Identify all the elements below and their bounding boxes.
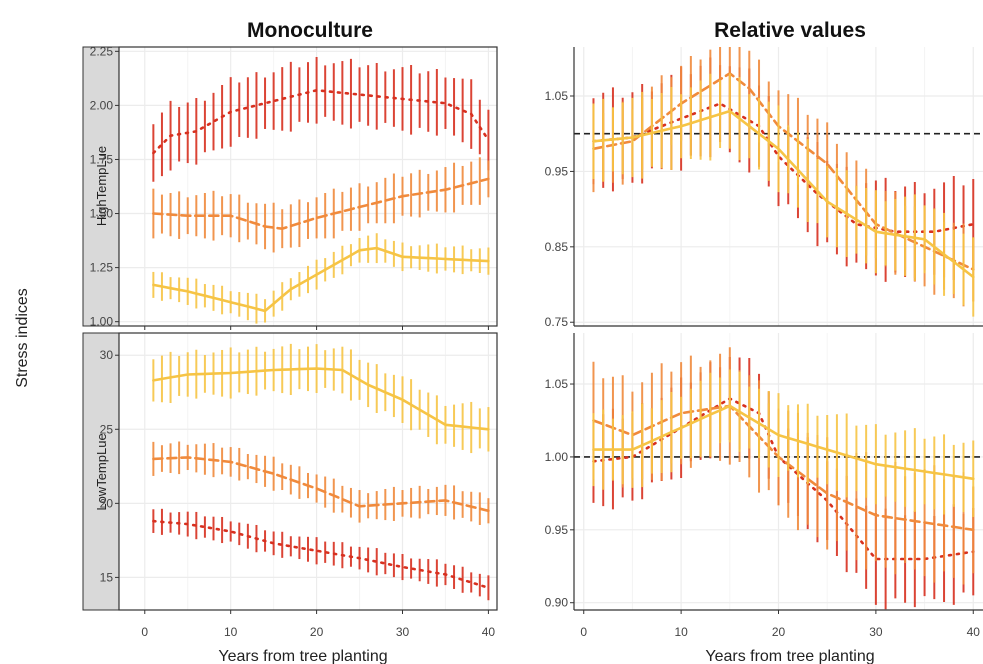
series-dark xyxy=(152,508,490,601)
strip-low-temp-lue xyxy=(82,332,120,611)
series-line xyxy=(152,88,490,155)
monoculture-title: Monoculture xyxy=(247,19,373,42)
series-line xyxy=(152,367,490,431)
y-tick-label: 0.90 xyxy=(545,596,569,610)
series-line xyxy=(592,71,975,271)
panel-monoculture-low-temp-lue: 15 20 25 30 0 10 20 30 40 xyxy=(100,332,498,639)
y-tick-label: 0.95 xyxy=(545,164,569,178)
series-line xyxy=(592,397,975,561)
y-tick-label: 0.95 xyxy=(545,523,569,537)
panel-border xyxy=(118,46,498,327)
series-line xyxy=(152,177,490,231)
y-tick-label: 1.05 xyxy=(545,89,569,103)
x-axis-title-left: Years from tree planting xyxy=(218,648,387,664)
series-line xyxy=(592,109,975,279)
series-line xyxy=(592,404,975,532)
y-tick-label: 1.00 xyxy=(545,450,569,464)
y-tick-label: 25 xyxy=(100,422,114,436)
x-tick-label: 10 xyxy=(224,625,238,639)
panel-relative-high-temp-lue: 0.75 0.85 0.95 1.05 xyxy=(545,47,983,329)
series-line xyxy=(152,456,490,513)
x-tick-label: 30 xyxy=(869,625,883,639)
y-tick-label: 2.00 xyxy=(90,98,114,112)
series-light xyxy=(152,343,490,454)
series-line xyxy=(592,102,975,233)
y-tick-label: 0.75 xyxy=(545,315,569,329)
y-tick-label: 15 xyxy=(100,570,114,584)
series-dark xyxy=(152,56,490,182)
series-line xyxy=(592,404,975,481)
y-tick-label: 0.85 xyxy=(545,240,569,254)
y-tick-label: 30 xyxy=(100,348,114,362)
y-tick-label: 1.75 xyxy=(90,152,114,166)
strip-low-temp-lue-label: LowTempLue xyxy=(94,433,109,510)
panel-monoculture-high-temp-lue: 1.00 1.25 1.50 1.75 2.00 2.25 xyxy=(90,44,498,330)
panel-relative-low-temp-lue: 0.90 0.95 1.00 1.05 0 10 20 30 40 xyxy=(545,333,983,639)
x-tick-label: 0 xyxy=(141,625,148,639)
x-tick-label: 10 xyxy=(674,625,688,639)
relative-values-title: Relative values xyxy=(714,19,866,42)
series-line xyxy=(152,246,490,313)
y-tick-label: 2.25 xyxy=(90,44,114,58)
y-tick-label: 20 xyxy=(100,496,114,510)
y-tick-label: 1.05 xyxy=(545,377,569,391)
x-tick-label: 20 xyxy=(772,625,786,639)
y-tick-label: 1.50 xyxy=(90,207,114,221)
x-tick-label: 40 xyxy=(967,625,981,639)
y-tick-label: 1.00 xyxy=(90,315,114,329)
series-light xyxy=(592,73,975,317)
series-mid xyxy=(152,157,490,253)
x-axis-title-right: Years from tree planting xyxy=(705,648,874,664)
x-tick-label: 40 xyxy=(482,625,496,639)
series-line xyxy=(152,519,490,590)
series-light xyxy=(152,233,490,324)
y-tick-label: 1.25 xyxy=(90,261,114,275)
series-light xyxy=(592,369,975,518)
panel-border xyxy=(118,332,498,611)
series-mid xyxy=(152,441,490,525)
y-axis-title: Stress indices xyxy=(14,288,31,388)
x-tick-label: 0 xyxy=(580,625,587,639)
strip-high-temp-lue-label: HighTempLue xyxy=(94,146,109,226)
x-tick-label: 20 xyxy=(310,625,324,639)
strip-high-temp-lue xyxy=(82,46,120,327)
x-tick-label: 30 xyxy=(396,625,410,639)
